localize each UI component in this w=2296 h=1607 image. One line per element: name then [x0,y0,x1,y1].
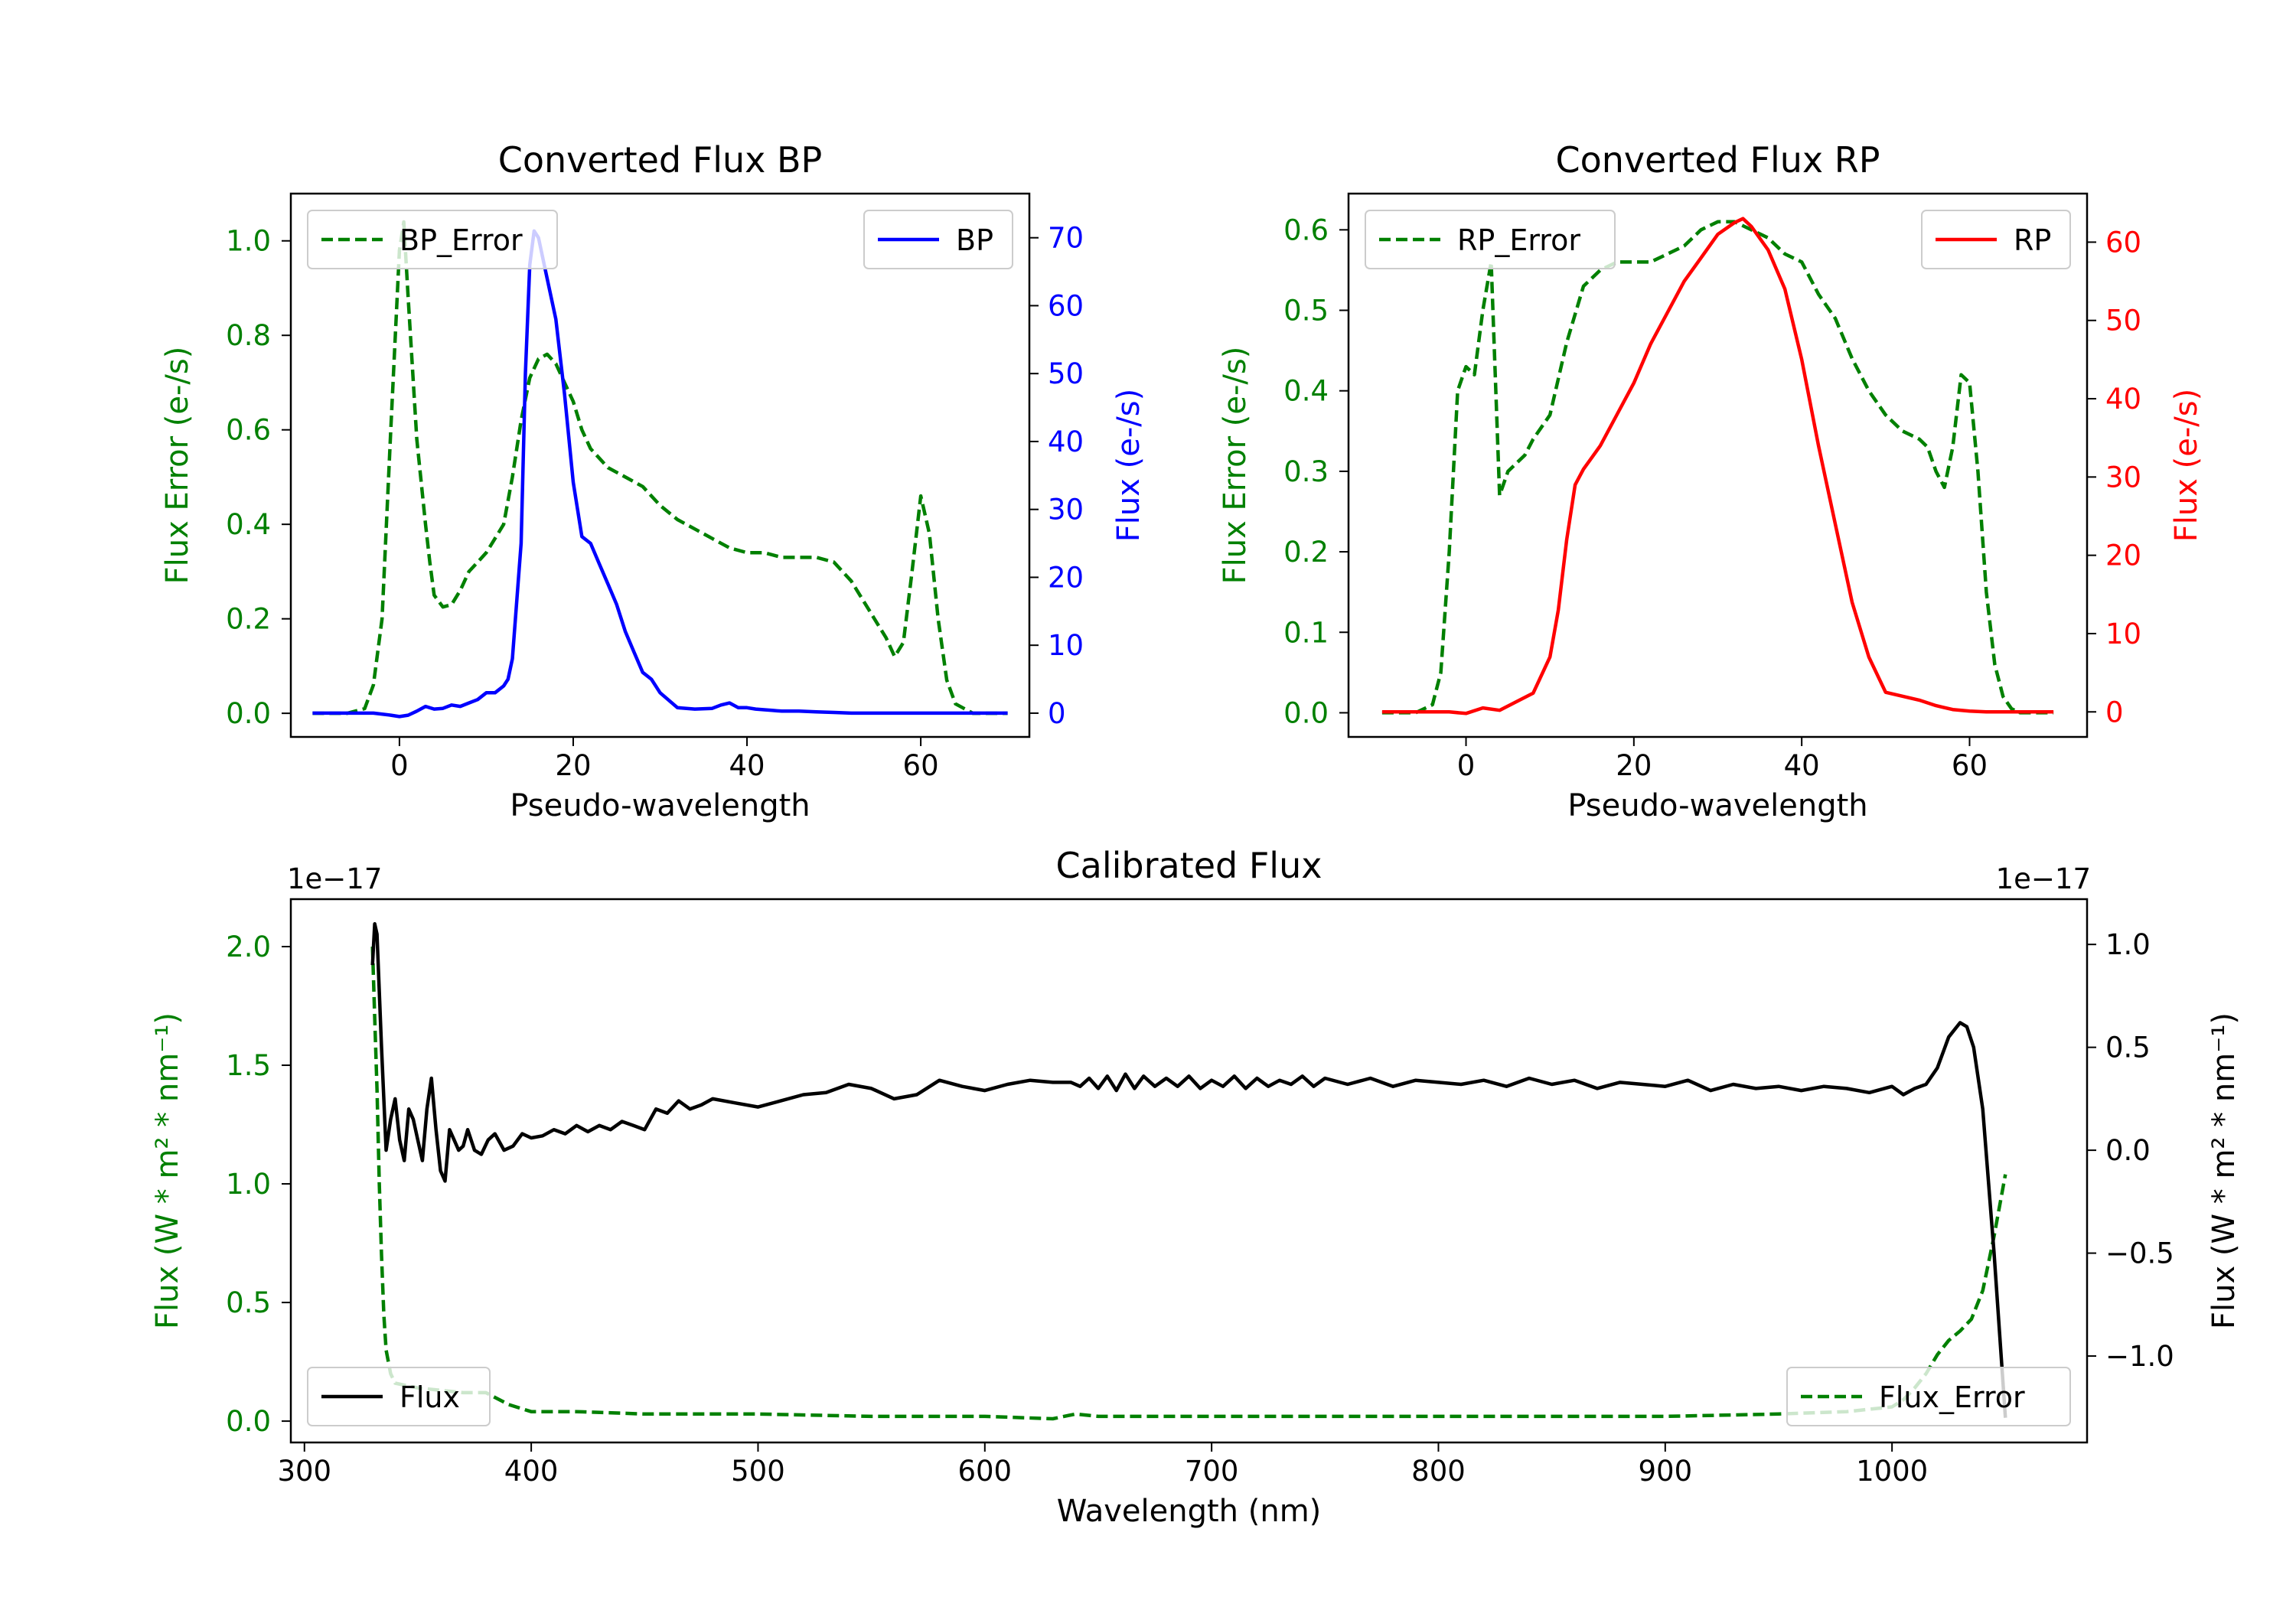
bp-legend-error-label: BP_Error [400,223,523,257]
bp-xtick-label: 0 [390,749,409,782]
cal-xtick-label: 600 [957,1455,1012,1488]
cal-ytick-right-label: 0.0 [2105,1134,2151,1167]
rp-series-rp [1381,217,2054,715]
cal-xtick-label: 400 [504,1455,559,1488]
cal-ylabel-left: Flux (W * m² * nm⁻¹) [150,1012,185,1329]
rp-ytick-right-label: 50 [2105,305,2141,337]
rp-series-rp-error [1381,220,2054,715]
bp-xtick-label: 60 [903,749,939,782]
rp-ytick-right-label: 60 [2105,226,2141,259]
cal-xlabel: Wavelength (nm) [1057,1494,1322,1529]
bp-xtick-label: 20 [555,749,591,782]
bp-ytick-left-label: 0.4 [226,508,271,541]
bp-legend-error-box [307,210,558,269]
bp-ytick-left-label: 0.2 [226,603,271,636]
cal-ytick-left-label: 2.0 [226,931,271,963]
bp-legend-flux-label: BP [956,223,993,257]
cal-legend-flux-error-label: Flux_Error [1879,1380,2025,1414]
cal-ytick-right-label: 0.5 [2105,1032,2151,1064]
cal-xtick-label: 800 [1411,1455,1466,1488]
rp-legend-flux-label: RP [2014,223,2051,257]
cal-legend-flux-box [307,1367,491,1426]
cal-ylabel-right: Flux (W * m² * nm⁻¹) [2206,1012,2242,1329]
rp-ytick-right-label: 30 [2105,461,2141,494]
bp-ylabel-right: Flux (e-/s) [1111,389,1146,542]
bp-ytick-left-label: 0.0 [226,697,271,730]
rp-ytick-left-label: 0.1 [1283,616,1329,649]
rp-ytick-left-label: 0.6 [1283,214,1329,246]
bp-axes-frame [289,192,1031,738]
rp-legend-flux: RP [1921,210,2071,269]
rp-xtick-label: 60 [1952,749,1988,782]
cal-legend-flux-label: Flux [400,1380,460,1414]
cal-ytick-right-label: −0.5 [2105,1237,2174,1270]
bp-ytick-right-label: 60 [1048,289,1084,322]
rp-legend-error-label: RP_Error [1457,223,1580,257]
bp-ytick-left-label: 0.8 [226,319,271,352]
cal-legend-flux-error-box [1786,1367,2071,1426]
rp-ytick-left-label: 0.4 [1283,375,1329,408]
cal-xtick-label: 500 [731,1455,785,1488]
calibrated-panel: Calibrated Flux 300 400 500 600 700 800 900 1000… [150,845,2242,1529]
cal-offset-left: 1e−17 [287,862,382,895]
bp-ytick-left-label: 1.0 [226,225,271,258]
bp-ytick-left-label: 0.6 [226,414,271,447]
rp-ylabel-left: Flux Error (e-/s) [1218,347,1253,585]
rp-axes-frame [1347,192,2089,738]
bp-ytick-right-label: 50 [1048,357,1084,390]
cal-xtick-label: 900 [1638,1455,1692,1488]
cal-xtick-label: 700 [1185,1455,1239,1488]
rp-ytick-right-label: 20 [2105,539,2141,572]
cal-series-flux-error [370,946,2007,1421]
rp-panel: Converted Flux RP 0 20 40 60 Pseudo-wavelengt… [1218,139,2204,823]
bp-ylabel-left: Flux Error (e-/s) [160,347,195,585]
bp-ytick-right-label: 20 [1048,561,1084,594]
bp-ytick-right-label: 10 [1048,629,1084,662]
rp-xlabel: Pseudo-wavelength [1567,788,1867,823]
bp-xtick-label: 40 [729,749,765,782]
bp-ytick-right-label: 30 [1048,494,1084,526]
cal-ytick-left-label: 1.0 [226,1168,271,1201]
cal-series-flux [370,922,2007,1418]
bp-title: Converted Flux BP [498,139,823,181]
rp-ylabel-right: Flux (e-/s) [2169,389,2204,542]
cal-ytick-left-label: 0.0 [226,1405,271,1438]
rp-ytick-left-label: 0.2 [1283,536,1329,569]
cal-ytick-right-label: −1.0 [2105,1340,2174,1373]
rp-ytick-left-label: 0.5 [1283,295,1329,328]
cal-xtick-label: 1000 [1856,1455,1928,1488]
cal-offset-right: 1e−17 [1996,862,2091,895]
rp-ytick-right-label: 10 [2105,618,2141,650]
bp-legend-flux: BP [863,210,1013,269]
rp-legend-error-box [1365,210,1616,269]
rp-xtick-label: 20 [1616,749,1652,782]
bp-ytick-right-label: 40 [1048,425,1084,458]
bp-series-bp-error [312,220,1008,715]
bp-ytick-right-label: 70 [1048,222,1084,255]
bp-series-bp [312,229,1008,719]
cal-axes-frame [289,898,2089,1444]
cal-legend-flux: Flux [307,1367,491,1426]
rp-title: Converted Flux RP [1556,139,1880,181]
rp-ytick-right-label: 0 [2105,696,2124,729]
rp-xtick-label: 0 [1457,749,1476,782]
cal-ytick-right-label: 1.0 [2105,928,2151,961]
cal-title: Calibrated Flux [1056,845,1322,886]
rp-ytick-right-label: 40 [2105,383,2141,416]
cal-ytick-left-label: 0.5 [226,1286,271,1319]
cal-xtick-label: 300 [277,1455,331,1488]
bp-ytick-right-label: 0 [1048,697,1066,730]
cal-legend-flux-error: Flux_Error [1786,1367,2071,1426]
bp-xlabel: Pseudo-wavelength [510,788,810,823]
rp-ytick-left-label: 0.3 [1283,455,1329,488]
rp-xtick-label: 40 [1784,749,1820,782]
rp-legend-error: RP_Error [1365,210,1616,269]
rp-ytick-left-label: 0.0 [1283,696,1329,729]
bp-legend-error: BP_Error [307,210,558,269]
bp-panel: Converted Flux BP 0 20 40 60 Pseudo-wavelengt… [160,139,1146,823]
cal-ytick-left-label: 1.5 [226,1049,271,1082]
